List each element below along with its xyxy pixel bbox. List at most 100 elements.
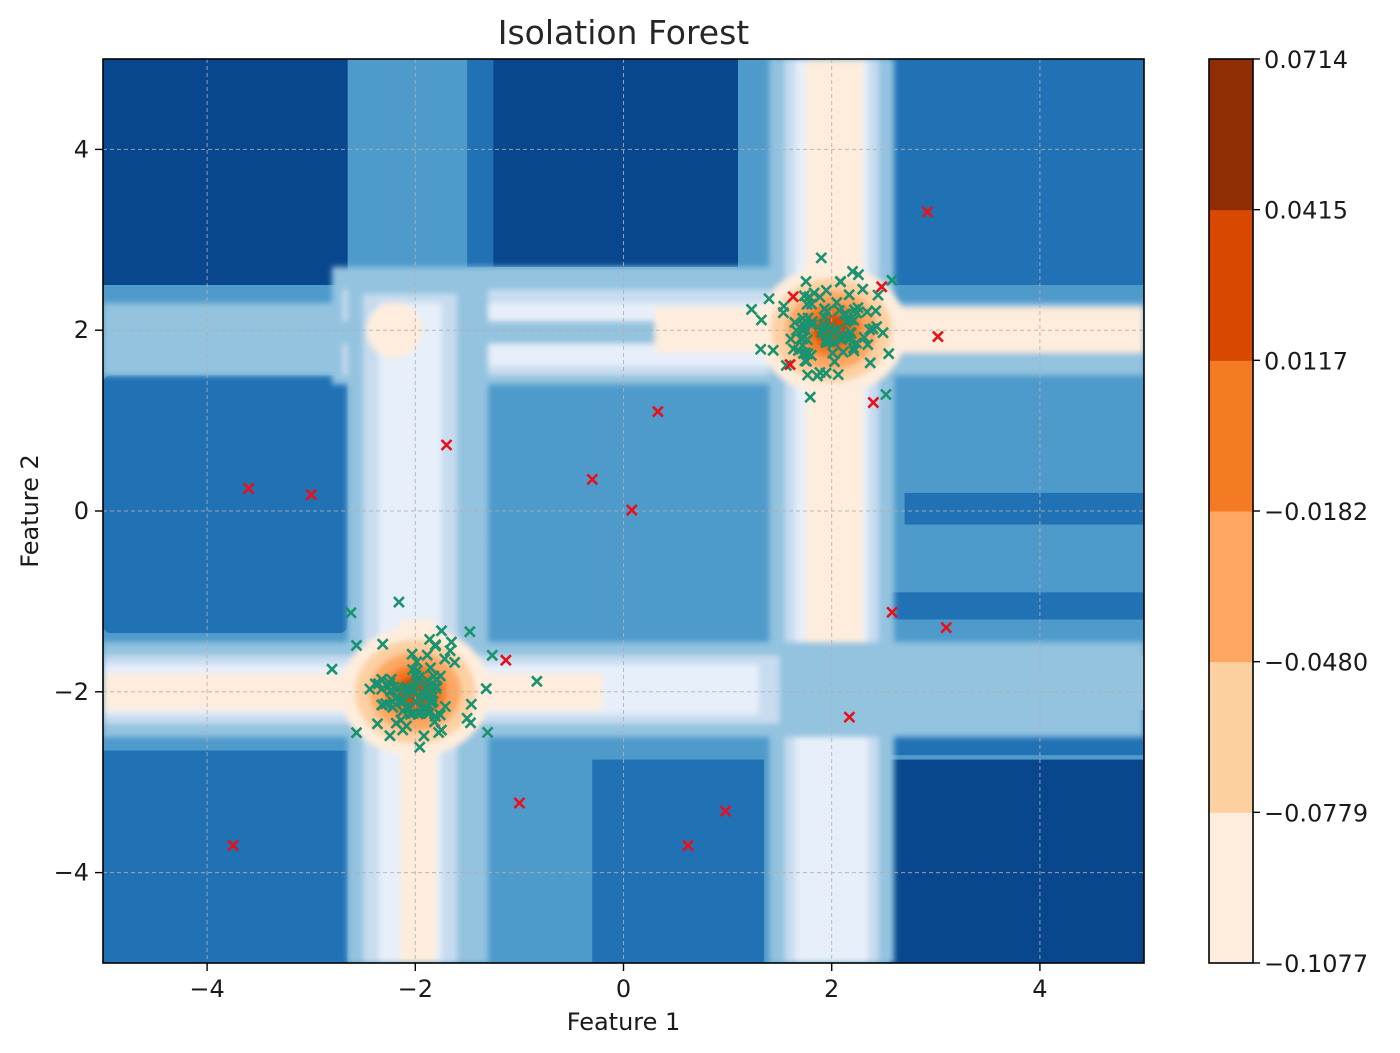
scatter-point-inlier xyxy=(837,346,850,358)
scatter-point-inlier xyxy=(847,344,860,357)
scatter-point-outlier xyxy=(921,205,934,218)
scatter-point-inlier xyxy=(805,318,818,331)
scatter-point-inlier xyxy=(767,344,780,357)
scatter-point-inlier xyxy=(827,324,840,337)
scatter-point-inlier xyxy=(858,331,871,344)
scatter-point-inlier xyxy=(393,596,405,608)
scatter-point-inlier xyxy=(376,698,389,711)
scatter-point-inlier xyxy=(780,359,793,372)
scatter-point-inlier xyxy=(811,370,824,382)
scatter-point-outlier xyxy=(940,621,953,634)
scatter-point-inlier xyxy=(486,649,499,662)
scatter-point-inlier xyxy=(369,677,382,690)
scatter-point-outlier xyxy=(719,805,732,818)
colorbar-segment xyxy=(1209,360,1253,512)
scatter-point-inlier xyxy=(410,674,423,687)
scatter-point-inlier xyxy=(435,724,448,737)
scatter-point-outlier xyxy=(305,488,318,501)
scatter-point-inlier xyxy=(423,633,436,646)
scatter-point-outlier xyxy=(440,439,453,451)
scatter-point-inlier xyxy=(396,724,409,736)
scatter-point-inlier xyxy=(480,682,493,695)
scatter-point-inlier xyxy=(864,356,877,369)
scatter-point-inlier xyxy=(438,652,451,665)
scatter-point-inlier xyxy=(882,347,895,360)
scatter-point-inlier xyxy=(826,347,839,360)
scatter-point-inlier xyxy=(392,682,404,695)
colorbar-tick-label: −0.0480 xyxy=(1264,649,1368,677)
scatter-point-inlier xyxy=(745,303,758,316)
x-tick-label: −4 xyxy=(189,975,224,1003)
scatter-point-inlier xyxy=(413,741,426,754)
scatter-point-inlier xyxy=(846,265,859,278)
scatter-point-inlier xyxy=(396,705,409,717)
scatter-point-inlier xyxy=(804,391,817,404)
scatter-point-inlier xyxy=(407,683,420,696)
scatter-point-inlier xyxy=(848,303,861,316)
scatter-point-inlier xyxy=(801,369,814,381)
scatter-point-inlier xyxy=(407,707,420,720)
scatter-point-inlier xyxy=(820,336,833,349)
scatter-point-inlier xyxy=(464,716,477,729)
scatter-point-inlier xyxy=(788,316,801,329)
scatter-point-inlier xyxy=(755,314,768,326)
scatter-point-inlier xyxy=(815,251,828,264)
colorbar: −0.1077 −0.0779 −0.0480 −0.0182 0.0117 0.0415… xyxy=(1208,46,1368,978)
chart-title: Isolation Forest xyxy=(498,13,750,52)
scatter-point-inlier xyxy=(463,625,476,638)
scatter-point-inlier xyxy=(840,308,852,321)
contour-band xyxy=(805,59,863,737)
scatter-point-inlier xyxy=(861,338,874,351)
scatter-point-inlier xyxy=(852,268,865,281)
scatter-point-inlier xyxy=(830,296,843,309)
y-tick-label: 0 xyxy=(74,497,89,525)
x-axis: −4 −2 0 2 4 xyxy=(189,963,1048,1003)
scatter-point-outlier xyxy=(513,797,526,809)
scatter-point-inlier xyxy=(406,648,419,661)
scatter-points xyxy=(227,205,953,852)
x-tick-label: −2 xyxy=(398,975,433,1003)
scatter-point-inlier xyxy=(837,328,850,341)
scatter-point-inlier xyxy=(423,707,435,720)
x-tick-label: 4 xyxy=(1032,975,1047,1003)
scatter-point-inlier xyxy=(817,323,830,336)
scatter-point-inlier xyxy=(395,714,407,727)
scatter-point-inlier xyxy=(444,644,457,657)
contour-band xyxy=(888,59,1144,285)
y-tick-label: −4 xyxy=(54,859,89,887)
scatter-point-inlier xyxy=(350,639,363,652)
x-tick-label: 0 xyxy=(616,975,631,1003)
contour-band xyxy=(904,492,1144,525)
contour-band xyxy=(467,538,749,620)
scatter-point-inlier xyxy=(877,326,889,339)
scatter-point-inlier xyxy=(867,322,879,335)
scatter-point-inlier xyxy=(784,333,797,345)
scatter-point-inlier xyxy=(796,312,809,325)
scatter-point-outlier xyxy=(931,330,944,343)
scatter-point-inlier xyxy=(763,292,775,305)
scatter-point-inlier xyxy=(754,343,767,356)
x-axis-label: Feature 1 xyxy=(567,1008,681,1036)
scatter-point-outlier xyxy=(867,396,880,409)
scatter-point-inlier xyxy=(816,326,829,339)
scatter-point-inlier xyxy=(435,624,448,637)
scatter-point-inlier xyxy=(424,661,437,674)
scatter-point-inlier xyxy=(863,323,876,336)
scatter-point-inlier xyxy=(371,717,384,730)
scatter-point-inlier xyxy=(384,729,396,742)
contour-band xyxy=(888,759,1144,963)
scatter-point-inlier xyxy=(820,284,833,297)
scatter-point-outlier xyxy=(787,290,800,303)
grid-lines xyxy=(103,59,1144,963)
x-tick-label: 2 xyxy=(824,975,839,1003)
contour-band xyxy=(888,592,1144,620)
scatter-point-outlier xyxy=(499,654,512,667)
scatter-point-inlier xyxy=(429,710,442,723)
scatter-point-outlier xyxy=(886,606,898,619)
colorbar-segment xyxy=(1209,511,1253,663)
y-tick-label: −2 xyxy=(54,678,89,706)
scatter-point-inlier xyxy=(856,283,869,296)
y-axis: −4 −2 0 2 4 xyxy=(54,135,103,887)
scatter-point-outlier xyxy=(586,473,599,486)
contour-band xyxy=(366,302,423,359)
